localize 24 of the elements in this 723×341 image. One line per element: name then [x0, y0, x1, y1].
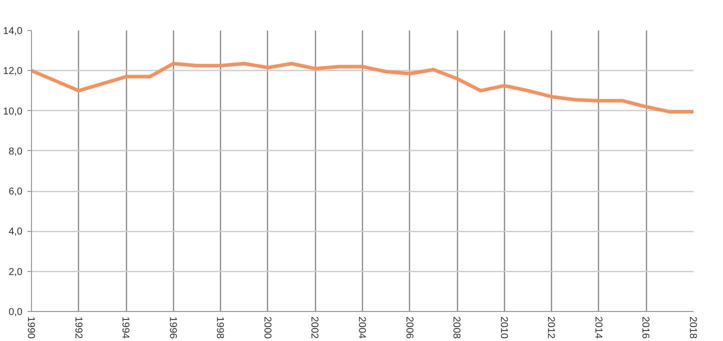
x-tick-label: 2000 [261, 316, 272, 340]
x-tick-label: 1992 [72, 316, 84, 340]
x-tick-label: 2014 [592, 316, 604, 340]
x-tick-label: 2016 [640, 316, 651, 340]
x-tick-label: 1998 [214, 316, 226, 340]
line-series [32, 62, 694, 114]
x-tick-label: 2008 [450, 316, 462, 340]
x-tick-label: 1990 [25, 316, 36, 340]
y-tick-label: 12,0 [3, 66, 23, 78]
y-tick-label: 8,0 [8, 146, 23, 158]
x-tick-label: 2010 [498, 316, 509, 340]
x-tick-label: 1994 [120, 316, 131, 340]
x-tick-label: 2004 [356, 316, 367, 340]
x-tick-label: 2012 [545, 316, 556, 340]
y-tick-label: 10,0 [3, 106, 23, 118]
y-tick-label: 6,0 [8, 186, 23, 198]
x-tick-label: 2002 [308, 316, 320, 340]
y-tick-label: 4,0 [8, 226, 23, 238]
x-tick-label: 1996 [166, 316, 178, 340]
y-tick-label: 2,0 [8, 266, 23, 278]
y-tick-label: 14,0 [3, 26, 23, 37]
y-tick-label: 0,0 [8, 307, 23, 318]
x-tick-label: 2018 [687, 316, 698, 340]
x-tick-label: 2006 [403, 316, 414, 340]
